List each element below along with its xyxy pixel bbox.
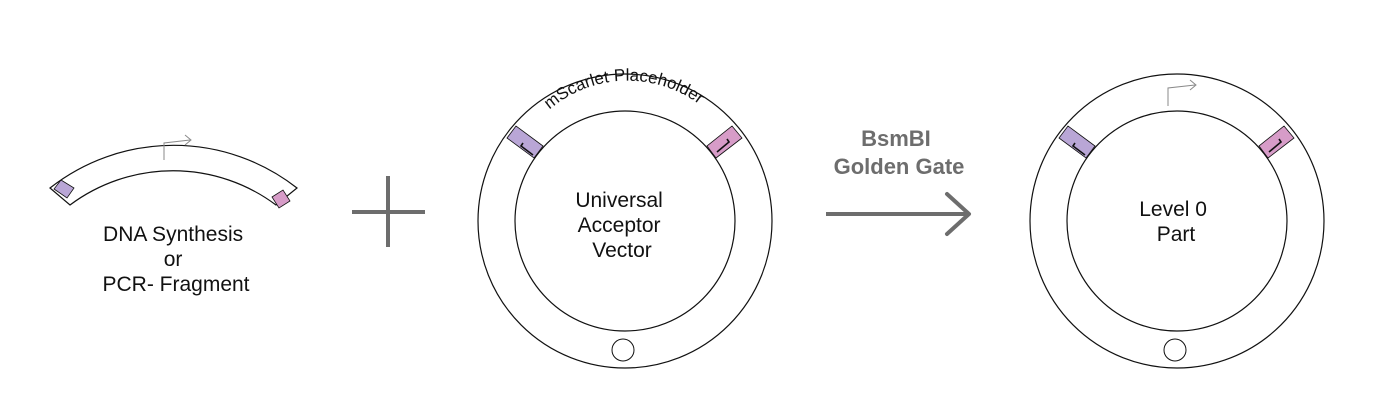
level0-left-site-mark (1071, 142, 1086, 156)
acceptor-label-line-3: Vector (592, 239, 652, 262)
dna-fragment: DNA Synthesis or PCR- Fragment (49, 134, 298, 296)
fragment-arc-body (49, 144, 298, 206)
acceptor-left-site-mark (519, 142, 534, 156)
fragment-right-overhang (271, 189, 291, 209)
fragment-label-line-3: PCR- Fragment (102, 273, 249, 296)
level0-label: Level 0 Part (1139, 198, 1213, 246)
level0-promoter-arrowhead-icon (1189, 79, 1197, 91)
acceptor-inner-ring (514, 110, 736, 332)
fragment-label-line-1: DNA Synthesis (103, 223, 243, 246)
fragment-promoter-arrowhead-icon (184, 134, 192, 146)
level0-origin-icon (1163, 338, 1187, 362)
level0-promoter-arrow-icon (1167, 84, 1196, 106)
acceptor-right-site-mark (716, 138, 731, 153)
fragment-label: DNA Synthesis or PCR- Fragment (102, 223, 249, 296)
acceptor-label: Universal Acceptor Vector (575, 189, 668, 262)
reaction-arrow: BsmBI Golden Gate (826, 126, 971, 236)
acceptor-right-overhang (706, 125, 743, 159)
plus-icon (352, 176, 425, 247)
level0-right-site-mark (1268, 138, 1283, 153)
level0-part: Level 0 Part (1029, 73, 1325, 369)
level0-label-line-2: Part (1157, 223, 1196, 246)
level0-left-overhang (1058, 125, 1096, 159)
fragment-promoter-arrow-icon (163, 139, 191, 160)
acceptor-label-line-1: Universal (575, 189, 663, 212)
reaction-label: BsmBI Golden Gate (834, 126, 965, 179)
acceptor-origin-icon (611, 338, 635, 362)
reaction-label-line-2: Golden Gate (834, 154, 965, 179)
level0-inner-ring (1066, 110, 1288, 332)
acceptor-left-overhang (506, 125, 544, 159)
acceptor-vector: mScarlet Placeholder Universal Acceptor … (477, 66, 773, 369)
reaction-label-line-1: BsmBI (861, 126, 931, 151)
level0-label-line-1: Level 0 (1139, 198, 1207, 221)
fragment-left-overhang (53, 179, 75, 199)
level0-right-overhang (1258, 125, 1295, 159)
reaction-arrowhead-icon (945, 192, 971, 236)
acceptor-label-line-2: Acceptor (578, 214, 661, 237)
fragment-label-line-2: or (164, 248, 183, 271)
